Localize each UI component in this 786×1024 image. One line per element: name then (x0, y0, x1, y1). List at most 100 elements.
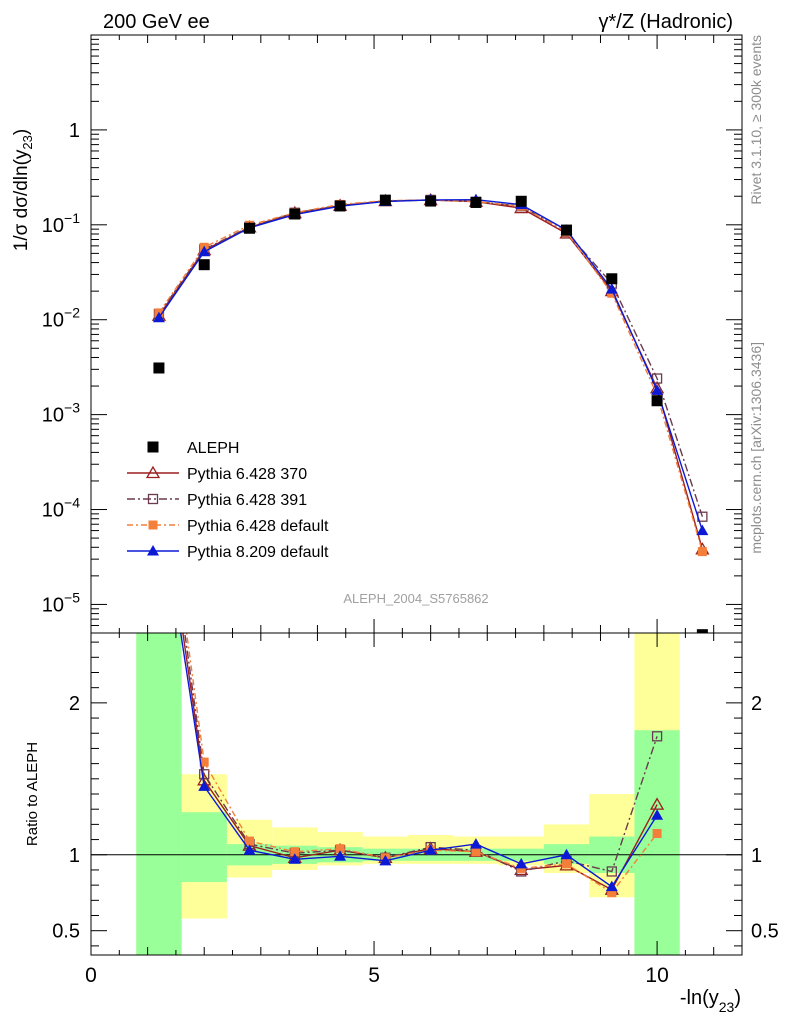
ratio-y-tick-label-right: 1 (751, 845, 762, 867)
aleph-data-point (153, 362, 165, 374)
aleph-data-point (651, 395, 663, 407)
ratio-2-point (335, 844, 345, 854)
main-y-axis-label-sub: 23 (20, 135, 35, 149)
ratio-1-point (199, 769, 210, 780)
green-band (634, 730, 680, 955)
x-axis-label-sub: 23 (719, 999, 735, 1015)
ratio-2-point (516, 863, 526, 873)
ratio-y-axis-label: Ratio to ALEPH (24, 742, 41, 846)
legend-label-1: Pythia 6.428 391 (187, 492, 307, 509)
legend-label-0: Pythia 6.428 370 (187, 466, 307, 483)
aleph-data-point (696, 629, 708, 633)
x-tick-label: 5 (368, 964, 380, 987)
ratio-3-point (560, 848, 573, 860)
x-axis-label: -ln(y23) (680, 987, 741, 1015)
ratio-line-1 (184, 633, 658, 873)
ratio-line-3 (180, 633, 658, 888)
series-1-point (651, 373, 663, 384)
ratio-2-point (199, 757, 209, 767)
rivet-label: Rivet 3.1.10, ≥ 300k events (748, 35, 764, 205)
ratio-uncertainty-bands (136, 633, 680, 955)
legend-label-2: Pythia 6.428 default (187, 518, 329, 535)
aleph-data-point (334, 200, 346, 212)
ratio-3-point (198, 780, 211, 791)
ratio-2-point (471, 847, 481, 857)
main-data-marks (151, 192, 710, 633)
x-tick-label: 10 (645, 964, 668, 987)
legend-marker-aleph (147, 441, 159, 453)
main-y-tick-label: 10−1 (42, 210, 80, 237)
ratio-3-point (424, 844, 437, 855)
ratio-1-point (606, 866, 617, 877)
main-y-axis-label-main: 1/σ dσ/dln(y (11, 149, 32, 251)
ratio-2-point (652, 828, 662, 838)
aleph-data-point (515, 195, 527, 207)
mcplots-label: mcplots.cern.ch [arXiv:1306.3436] (748, 342, 764, 554)
ratio-y-tick-label-right: 0.5 (751, 921, 779, 943)
x-tick-label: 0 (85, 964, 97, 987)
main-y-axis-label-close: ) (11, 129, 32, 135)
main-y-tick-label: 10−3 (42, 400, 80, 427)
legend-marker-0 (145, 465, 161, 479)
series-3-point (605, 283, 618, 294)
ratio-3-point (651, 809, 664, 820)
ratio-2-point (562, 859, 572, 869)
ratio-y-tick-label-right: 2 (751, 693, 762, 715)
legend-marker-3 (147, 545, 159, 556)
ratio-y-tick-label: 1 (69, 845, 80, 867)
series-3-point (198, 245, 211, 257)
series-3-point (651, 384, 664, 395)
x-axis-label-close: ) (734, 987, 741, 1009)
main-panel: ALEPH_2004_S5765862 10−5 10−4 10−3 10−2 10−1… (11, 34, 743, 634)
ratio-data-marks (91, 425, 742, 898)
ratio-0-point (649, 797, 665, 810)
legend: ALEPH Pythia 6.428 370 Pythia 6.428 391 Pyt… (127, 440, 329, 561)
legend-label-aleph: ALEPH (187, 440, 239, 457)
aleph-data-point (606, 273, 618, 285)
aleph-data-point (198, 259, 210, 271)
ratio-3-point (379, 854, 392, 866)
ratio-3-point (515, 857, 528, 869)
main-y-tick-label: 1 (69, 120, 80, 142)
aleph-data-point (289, 208, 301, 220)
analysis-watermark: ALEPH_2004_S5765862 (343, 591, 488, 606)
ratio-2-point (607, 888, 617, 898)
ratio-2-point (154, 425, 163, 434)
ratio-3-point (153, 484, 165, 495)
aleph-data-point (561, 224, 573, 236)
main-y-tick-label: 10−5 (42, 589, 80, 616)
ratio-panel: 0 5 10 0.5 0.5 1 1 2 2 Ratio to ALEPH -ln(y23) (24, 425, 779, 1015)
right-title: γ*/Z (Hadronic) (599, 11, 733, 33)
legend-label-3: Pythia 8.209 default (187, 544, 329, 561)
main-y-tick-label: 10−2 (42, 305, 80, 332)
ratio-3-point (243, 844, 256, 855)
green-band (136, 633, 182, 955)
series-3-point (152, 311, 165, 323)
ratio-1-point (651, 731, 663, 742)
ratio-y-tick-label: 0.5 (52, 921, 80, 943)
ratio-axes: 0 5 10 0.5 0.5 1 1 2 2 (52, 632, 779, 987)
ratio-3-point (605, 880, 618, 892)
aleph-data-point (470, 196, 482, 208)
series-3-point (696, 524, 709, 536)
legend-marker-2 (148, 520, 158, 530)
legend-marker-1 (147, 493, 159, 505)
ratio-2-point (245, 836, 255, 846)
aleph-data-point (425, 195, 437, 207)
ratio-y-tick-label: 2 (69, 693, 80, 715)
ratio-3-point (469, 838, 482, 849)
aleph-data-point (379, 194, 391, 206)
green-band (181, 812, 227, 883)
series-2-point (652, 390, 662, 400)
aleph-data-point (244, 222, 256, 234)
main-axes: 10−5 10−4 10−3 10−2 10−1 1 (42, 34, 743, 634)
series-2-point (697, 547, 707, 557)
ratio-2-point (290, 847, 300, 857)
ratio-3-point (288, 853, 301, 864)
x-axis-label-main: -ln(y (680, 987, 719, 1009)
ratio-line-2 (185, 633, 658, 894)
main-y-tick-label: 10−4 (42, 495, 80, 522)
ratio-3-point (334, 850, 347, 861)
left-title: 200 GeV ee (103, 11, 210, 33)
